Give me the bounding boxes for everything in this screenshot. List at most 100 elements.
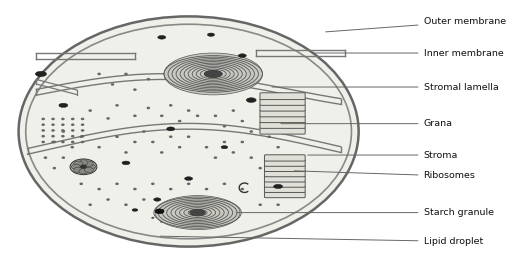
Ellipse shape <box>51 141 55 143</box>
FancyBboxPatch shape <box>260 110 305 117</box>
Ellipse shape <box>151 141 155 143</box>
Ellipse shape <box>204 146 208 149</box>
Ellipse shape <box>240 120 244 122</box>
Ellipse shape <box>214 114 217 117</box>
FancyBboxPatch shape <box>265 191 305 198</box>
Ellipse shape <box>164 53 263 95</box>
Ellipse shape <box>81 141 85 143</box>
Ellipse shape <box>42 129 45 132</box>
Text: Inner membrane: Inner membrane <box>312 48 503 58</box>
Ellipse shape <box>169 135 172 138</box>
Ellipse shape <box>71 146 74 149</box>
Ellipse shape <box>142 130 146 133</box>
Ellipse shape <box>276 204 280 206</box>
Ellipse shape <box>160 114 163 117</box>
Ellipse shape <box>62 130 65 133</box>
Ellipse shape <box>250 130 253 133</box>
Ellipse shape <box>42 135 45 138</box>
Text: Outer membrane: Outer membrane <box>325 17 506 32</box>
Ellipse shape <box>238 54 247 57</box>
Ellipse shape <box>133 188 136 190</box>
Ellipse shape <box>221 146 228 149</box>
Ellipse shape <box>61 118 65 120</box>
FancyBboxPatch shape <box>265 165 305 171</box>
Text: Lipid droplet: Lipid droplet <box>160 236 483 246</box>
Ellipse shape <box>185 177 193 180</box>
Ellipse shape <box>61 135 65 138</box>
Ellipse shape <box>160 204 163 206</box>
Ellipse shape <box>61 141 65 143</box>
Ellipse shape <box>98 73 101 75</box>
Ellipse shape <box>71 118 75 120</box>
Ellipse shape <box>274 184 282 189</box>
Ellipse shape <box>79 183 83 185</box>
Ellipse shape <box>250 156 253 159</box>
Ellipse shape <box>52 141 56 143</box>
Ellipse shape <box>62 156 65 159</box>
Ellipse shape <box>190 209 206 216</box>
Ellipse shape <box>115 104 119 107</box>
Ellipse shape <box>71 135 75 138</box>
Ellipse shape <box>178 120 182 122</box>
Ellipse shape <box>81 118 85 120</box>
Ellipse shape <box>204 70 222 78</box>
Ellipse shape <box>160 151 163 154</box>
Ellipse shape <box>51 135 55 138</box>
Ellipse shape <box>79 169 88 174</box>
Ellipse shape <box>98 188 101 190</box>
Ellipse shape <box>80 165 87 169</box>
Ellipse shape <box>142 198 146 201</box>
Ellipse shape <box>111 83 114 86</box>
FancyBboxPatch shape <box>260 127 305 134</box>
FancyBboxPatch shape <box>265 160 305 166</box>
Ellipse shape <box>154 198 161 201</box>
Ellipse shape <box>223 125 226 128</box>
Ellipse shape <box>223 141 226 143</box>
Ellipse shape <box>88 204 92 206</box>
Ellipse shape <box>169 217 172 219</box>
Ellipse shape <box>51 129 55 132</box>
FancyBboxPatch shape <box>265 181 305 187</box>
Ellipse shape <box>146 78 150 80</box>
Ellipse shape <box>79 160 88 165</box>
Ellipse shape <box>81 129 85 132</box>
Ellipse shape <box>124 73 128 75</box>
Ellipse shape <box>223 183 226 185</box>
Ellipse shape <box>71 167 74 169</box>
Ellipse shape <box>106 198 110 201</box>
Ellipse shape <box>178 146 182 149</box>
Ellipse shape <box>169 188 172 190</box>
Ellipse shape <box>44 156 47 159</box>
Ellipse shape <box>61 129 65 132</box>
Ellipse shape <box>71 141 75 143</box>
Text: Grana: Grana <box>281 119 453 128</box>
Text: Stromal lamella: Stromal lamella <box>272 83 498 92</box>
Ellipse shape <box>132 209 138 211</box>
Ellipse shape <box>133 141 136 143</box>
FancyBboxPatch shape <box>265 176 305 182</box>
Ellipse shape <box>88 109 92 112</box>
Ellipse shape <box>187 109 190 112</box>
Ellipse shape <box>72 164 80 169</box>
Ellipse shape <box>258 167 262 169</box>
FancyBboxPatch shape <box>260 104 305 111</box>
FancyBboxPatch shape <box>260 99 305 105</box>
Ellipse shape <box>187 135 190 138</box>
Ellipse shape <box>204 188 208 190</box>
Ellipse shape <box>51 118 55 120</box>
Ellipse shape <box>208 33 214 36</box>
Ellipse shape <box>42 118 45 120</box>
Ellipse shape <box>71 123 75 126</box>
Ellipse shape <box>79 135 83 138</box>
Ellipse shape <box>133 114 136 117</box>
Ellipse shape <box>231 151 235 154</box>
Ellipse shape <box>276 146 280 149</box>
Ellipse shape <box>258 204 262 206</box>
Ellipse shape <box>124 151 128 154</box>
Ellipse shape <box>155 196 240 230</box>
Ellipse shape <box>19 16 359 247</box>
Ellipse shape <box>158 36 166 39</box>
Ellipse shape <box>214 156 217 159</box>
Ellipse shape <box>133 88 136 91</box>
Ellipse shape <box>124 204 128 206</box>
